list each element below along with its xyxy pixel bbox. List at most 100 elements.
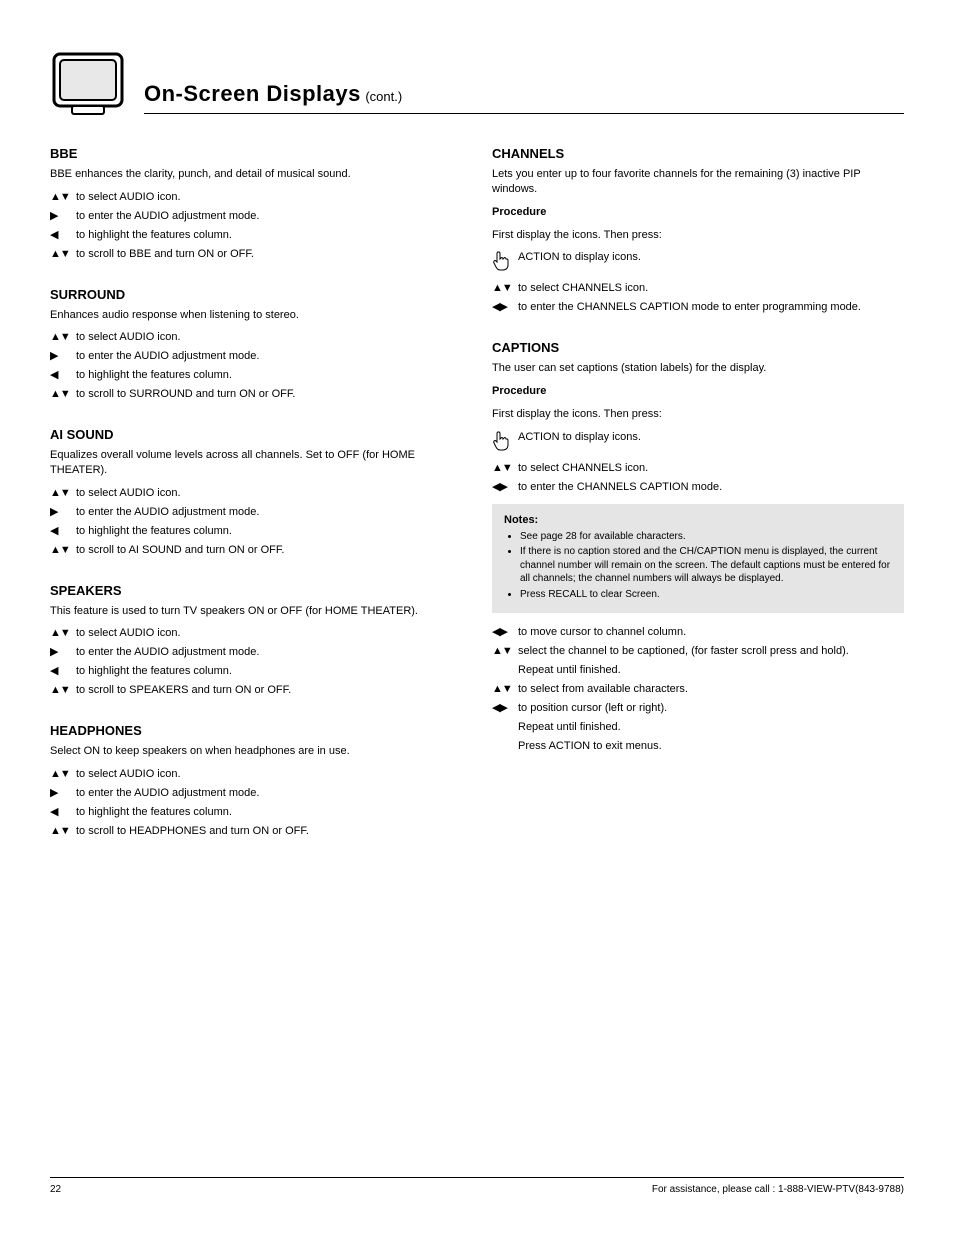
- right-icon: ▶: [50, 209, 76, 225]
- steps-list: ▲▼to select AUDIO icon. ▶to enter the AU…: [50, 486, 462, 559]
- heading-main: On-Screen Displays: [144, 81, 361, 106]
- step-text: ACTION to display icons.: [518, 430, 904, 446]
- hand-press-icon: [492, 430, 518, 458]
- section-bbe: BBE BBE enhances the clarity, punch, and…: [50, 146, 462, 263]
- step-text: to scroll to AI SOUND and turn ON or OFF…: [76, 543, 462, 559]
- step-item: Repeat until finished.: [492, 720, 904, 736]
- section-desc: Enhances audio response when listening t…: [50, 308, 462, 323]
- section-desc: BBE enhances the clarity, punch, and det…: [50, 167, 462, 182]
- step-text: to scroll to HEADPHONES and turn ON or O…: [76, 824, 462, 840]
- procedure-label: Procedure: [492, 384, 904, 399]
- step-text: to select AUDIO icon.: [76, 330, 462, 346]
- step-item: ▶to enter the AUDIO adjustment mode.: [50, 505, 462, 521]
- leftright-icon: ◀▶: [492, 480, 518, 496]
- step-item: ▲▼to select AUDIO icon.: [50, 626, 462, 642]
- step-item: ▲▼to scroll to BBE and turn ON or OFF.: [50, 247, 462, 263]
- step-item: ◀▶to move cursor to channel column.: [492, 625, 904, 641]
- step-text: Press ACTION to exit menus.: [518, 739, 904, 755]
- step-item: ACTION to display icons.: [492, 250, 904, 278]
- steps-list: ▲▼to select AUDIO icon. ▶to enter the AU…: [50, 767, 462, 840]
- procedure-intro: First display the icons. Then press:: [492, 228, 904, 243]
- left-column: BBE BBE enhances the clarity, punch, and…: [50, 146, 462, 864]
- step-text: to highlight the features column.: [76, 664, 462, 680]
- step-item: ◀▶to position cursor (left or right).: [492, 701, 904, 717]
- section-desc: The user can set captions (station label…: [492, 361, 904, 376]
- section-headphones: HEADPHONES Select ON to keep speakers on…: [50, 723, 462, 840]
- section-aisound: AI SOUND Equalizes overall volume levels…: [50, 427, 462, 558]
- tv-monitor-icon: [50, 50, 126, 118]
- steps-list: ▲▼ to select AUDIO icon. ▶to enter the AU…: [50, 190, 462, 263]
- step-text: to enter the AUDIO adjustment mode.: [76, 505, 462, 521]
- step-text: to enter the AUDIO adjustment mode.: [76, 349, 462, 365]
- section-title: HEADPHONES: [50, 723, 462, 738]
- section-speakers: SPEAKERS This feature is used to turn TV…: [50, 583, 462, 700]
- heading-sub: (cont.): [365, 89, 402, 104]
- note-item: See page 28 for available characters.: [520, 530, 892, 544]
- right-icon: ▶: [50, 786, 76, 802]
- step-item: ▲▼to scroll to AI SOUND and turn ON or O…: [50, 543, 462, 559]
- page-root: On-Screen Displays (cont.) BBE BBE enhan…: [0, 0, 954, 1235]
- step-item: ▶to enter the AUDIO adjustment mode.: [50, 786, 462, 802]
- step-text: to enter the CHANNELS CAPTION mode.: [518, 480, 904, 496]
- section-title: CAPTIONS: [492, 340, 904, 355]
- section-desc: This feature is used to turn TV speakers…: [50, 604, 462, 619]
- left-icon: ◀: [50, 664, 76, 680]
- section-channels: CHANNELS Lets you enter up to four favor…: [492, 146, 904, 316]
- step-text: to select CHANNELS icon.: [518, 281, 904, 297]
- step-item: Press ACTION to exit menus.: [492, 739, 904, 755]
- updown-icon: ▲▼: [50, 330, 76, 346]
- steps-list: ▲▼to select AUDIO icon. ▶to enter the AU…: [50, 330, 462, 403]
- step-item: ◀▶to enter the CHANNELS CAPTION mode.: [492, 480, 904, 496]
- content-columns: BBE BBE enhances the clarity, punch, and…: [50, 146, 904, 864]
- step-text: to highlight the features column.: [76, 228, 462, 244]
- updown-icon: ▲▼: [50, 486, 76, 502]
- left-icon: ◀: [50, 805, 76, 821]
- step-text: to select AUDIO icon.: [76, 486, 462, 502]
- step-item: ▲▼to select AUDIO icon.: [50, 330, 462, 346]
- step-text: to enter the AUDIO adjustment mode.: [76, 645, 462, 661]
- updown-icon: ▲▼: [50, 626, 76, 642]
- section-desc: Lets you enter up to four favorite chann…: [492, 167, 904, 197]
- notes-title: Notes:: [504, 514, 892, 526]
- right-icon: ▶: [50, 505, 76, 521]
- step-text: to highlight the features column.: [76, 368, 462, 384]
- step-item: ▲▼to select CHANNELS icon.: [492, 461, 904, 477]
- section-title: SURROUND: [50, 287, 462, 302]
- section-desc: Select ON to keep speakers on when headp…: [50, 744, 462, 759]
- step-item: ▶to enter the AUDIO adjustment mode.: [50, 349, 462, 365]
- left-icon: ◀: [50, 368, 76, 384]
- section-desc: Equalizes overall volume levels across a…: [50, 448, 462, 478]
- steps-list: ACTION to display icons. ▲▼to select CHA…: [492, 430, 904, 496]
- step-item: ▲▼to scroll to SURROUND and turn ON or O…: [50, 387, 462, 403]
- left-icon: ◀: [50, 524, 76, 540]
- steps-list: ACTION to display icons. ▲▼to select CHA…: [492, 250, 904, 316]
- step-text: Repeat until finished.: [518, 720, 904, 736]
- step-text: to highlight the features column.: [76, 805, 462, 821]
- updown-icon: ▲▼: [50, 683, 76, 699]
- section-title: BBE: [50, 146, 462, 161]
- updown-icon: ▲▼: [50, 247, 76, 263]
- section-title: CHANNELS: [492, 146, 904, 161]
- procedure-label: Procedure: [492, 205, 904, 220]
- step-item: ▶to enter the AUDIO adjustment mode.: [50, 209, 462, 225]
- updown-icon: ▲▼: [492, 281, 518, 297]
- step-item: ◀to highlight the features column.: [50, 664, 462, 680]
- step-text: to enter the AUDIO adjustment mode.: [76, 786, 462, 802]
- step-text: to scroll to SPEAKERS and turn ON or OFF…: [76, 683, 462, 699]
- step-text: select the channel to be captioned, (for…: [518, 644, 904, 660]
- right-column: CHANNELS Lets you enter up to four favor…: [492, 146, 904, 864]
- page-number: 22: [50, 1184, 61, 1195]
- step-item: ▲▼to scroll to SPEAKERS and turn ON or O…: [50, 683, 462, 699]
- page-header: On-Screen Displays (cont.): [50, 50, 904, 118]
- step-text: to select AUDIO icon.: [76, 190, 462, 206]
- updown-icon: ▲▼: [50, 824, 76, 840]
- step-text: to enter the AUDIO adjustment mode.: [76, 209, 462, 225]
- right-icon: ▶: [50, 349, 76, 365]
- updown-icon: ▲▼: [492, 682, 518, 698]
- step-item: ◀to highlight the features column.: [50, 805, 462, 821]
- section-title: AI SOUND: [50, 427, 462, 442]
- step-text: to highlight the features column.: [76, 524, 462, 540]
- section-title: SPEAKERS: [50, 583, 462, 598]
- step-item: ◀▶to enter the CHANNELS CAPTION mode to …: [492, 300, 904, 316]
- post-steps-list: ◀▶to move cursor to channel column. ▲▼ se…: [492, 625, 904, 755]
